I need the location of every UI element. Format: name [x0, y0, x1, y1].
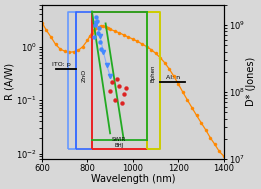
Text: ZnO: ZnO: [81, 69, 86, 82]
Text: SWIR
BHJ: SWIR BHJ: [112, 137, 126, 148]
Y-axis label: R (A/W): R (A/W): [5, 63, 15, 100]
Text: Al: n: Al: n: [166, 75, 180, 80]
Text: ITO: p: ITO: p: [52, 62, 71, 67]
X-axis label: Wavelength (nm): Wavelength (nm): [91, 174, 175, 184]
Y-axis label: D* (Jones): D* (Jones): [246, 57, 256, 106]
Text: Bphen: Bphen: [151, 64, 156, 82]
